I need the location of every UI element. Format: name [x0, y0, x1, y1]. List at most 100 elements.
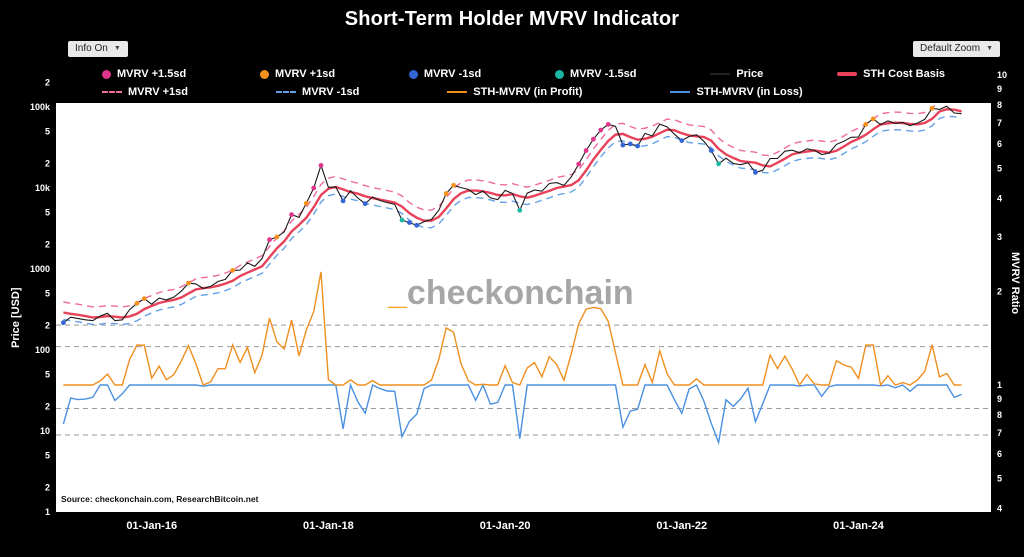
mvrv-plus1sd-marker [929, 105, 935, 111]
legend-line-glyph [710, 73, 731, 76]
legend-label: STH Cost Basis [863, 68, 945, 81]
zoom-preset-dropdown[interactable]: Default Zoom ▼ [913, 41, 1000, 57]
left-axis-tick-label: 10k [35, 183, 51, 193]
legend-label: Price [736, 68, 764, 81]
mvrv-minus1sd-marker [635, 143, 640, 149]
mvrv-minus1sd-band-line [63, 115, 962, 326]
legend-label: STH-MVRV (in Loss) [696, 85, 803, 98]
mvrv-plus1sd-marker [443, 191, 449, 196]
x-axis-tick-label: 01-Jan-22 [656, 520, 707, 532]
left-axis-tick-label: 2 [45, 159, 50, 169]
right-axis-tick-label: 4 [997, 193, 1002, 203]
mvrv-minus1sd-marker [753, 170, 758, 175]
mvrv-plus1point5sd-marker [583, 148, 589, 153]
legend-line-glyph [447, 90, 468, 93]
mvrv-minus1point5sd-marker [399, 217, 405, 223]
mvrv-plus1sd-marker [186, 280, 191, 286]
right-axis-tick-label: 9 [997, 394, 1002, 404]
right-axis-tick-label: 9 [997, 84, 1002, 94]
legend-dot-glyph [102, 69, 111, 79]
legend-dot-glyph [260, 69, 270, 79]
legend-item[interactable]: STH-MVRV (in Loss) [670, 85, 803, 98]
legend-thick-line-glyph [837, 72, 858, 77]
right-axis-tick-label: 3 [997, 232, 1002, 242]
legend-item[interactable]: MVRV +1sd [260, 68, 335, 80]
left-axis-tick-label: 5 [45, 126, 50, 136]
legend-item[interactable]: STH-MVRV (in Profit) [447, 86, 582, 98]
legend-dot-glyph [408, 69, 418, 79]
left-axis-tick-label: 2 [45, 402, 50, 412]
mvrv-plus1sd-marker [303, 200, 309, 206]
mvrv-plus1sd-marker [274, 234, 280, 240]
legend-item[interactable]: STH Cost Basis [837, 68, 945, 80]
legend-item[interactable]: MVRV -1sd [408, 68, 482, 81]
mvrv-plus1sd-marker [134, 300, 140, 306]
mvrv-plus1point5sd-marker [576, 161, 582, 167]
mvrv-minus1sd-marker [414, 222, 420, 228]
mvrv-minus1sd-marker [340, 198, 346, 204]
sth-mvrv-in-profit-line [63, 271, 962, 387]
x-axis-tick-label: 01-Jan-16 [126, 520, 177, 532]
right-axis-tick-label: 7 [997, 428, 1002, 438]
right-axis-tick-label: 8 [997, 410, 1002, 420]
right-axis-tick-label: 2 [997, 287, 1002, 297]
info-toggle-dropdown[interactable]: Info On ▼ [68, 41, 128, 57]
mvrv-plus1point5sd-marker [605, 122, 611, 127]
mvrv-plus1sd-marker [451, 182, 456, 188]
left-axis-tick-label: 10 [40, 426, 50, 436]
mvrv-plus1point5sd-marker [318, 163, 324, 168]
legend-label: STH-MVRV (in Profit) [473, 85, 583, 98]
watermark: _checkonchain [387, 274, 634, 312]
left-axis-tick-label: 2 [45, 321, 50, 331]
left-axis-tick-label: 2 [45, 78, 50, 88]
left-axis-tick-label: 100k [30, 102, 51, 112]
left-axis-tick-label: 1000 [30, 264, 50, 274]
left-axis-tick-label: 5 [45, 369, 50, 379]
mvrv-minus1point5sd-marker [517, 207, 523, 213]
mvrv-plus1point5sd-marker [311, 185, 317, 191]
chevron-down-icon: ▼ [986, 45, 993, 52]
mvrv-plus1point5sd-marker [289, 212, 294, 218]
mvrv-minus1sd-marker [407, 220, 412, 226]
mvrv-plus1point5sd-marker [267, 237, 272, 243]
chevron-down-icon: ▼ [113, 45, 121, 52]
mvrv-plus1sd-marker [870, 116, 876, 122]
x-axis-tick-label: 01-Jan-24 [833, 520, 885, 532]
mvrv-minus1sd-marker [362, 201, 368, 207]
right-axis-title: MVRV Ratio [1009, 252, 1021, 315]
left-axis-tick-label: 2 [45, 240, 50, 250]
right-axis-tick-label: 5 [997, 163, 1002, 173]
right-axis-tick-label: 7 [997, 118, 1002, 128]
legend-label: MVRV -1sd [423, 68, 482, 81]
legend-label: MVRV +1sd [128, 85, 189, 98]
chart-legend: MVRV +1.5sd MVRV +1sd MVRV -1sd MVRV -1.5sd… [56, 63, 991, 103]
legend-dot-glyph [555, 69, 565, 79]
mvrv-plus1sd-band-line [63, 97, 962, 308]
left-axis-tick-label: 5 [45, 288, 50, 298]
legend-item[interactable]: Price [710, 68, 763, 80]
right-axis-tick-label: 6 [997, 139, 1002, 149]
left-axis-tick-label: 2 [45, 483, 50, 493]
sth-mvrv-in-loss-line [62, 382, 962, 446]
legend-item[interactable]: MVRV -1sd [276, 86, 359, 98]
left-axis-tick-label: 100 [35, 345, 50, 355]
mvrv-minus1sd-marker [627, 141, 633, 147]
legend-item[interactable]: MVRV +1.5sd [102, 68, 186, 80]
mvrv-plus1point5sd-marker [598, 127, 604, 133]
legend-item[interactable]: MVRV -1.5sd [555, 68, 636, 80]
legend-label: MVRV -1.5sd [570, 68, 637, 81]
page-title: Short-Term Holder MVRV Indicator [344, 8, 680, 30]
mvrv-plus1point5sd-marker [591, 136, 596, 142]
info-toggle-label: Info On [75, 43, 108, 54]
legend-item[interactable]: MVRV +1sd [102, 86, 188, 98]
legend-line-glyph [670, 90, 691, 93]
mvrv-minus1sd-marker [61, 320, 66, 326]
x-axis-tick-label: 01-Jan-20 [480, 520, 531, 532]
right-axis-tick-label: 8 [997, 100, 1002, 110]
left-axis-tick-label: 5 [45, 207, 50, 217]
legend-row: MVRV +1sd MVRV -1sd STH-MVRV (in Profit) ST… [56, 86, 991, 98]
legend-label: MVRV -1sd [302, 85, 360, 98]
legend-row: MVRV +1.5sd MVRV +1sd MVRV -1sd MVRV -1.5sd… [56, 68, 991, 80]
